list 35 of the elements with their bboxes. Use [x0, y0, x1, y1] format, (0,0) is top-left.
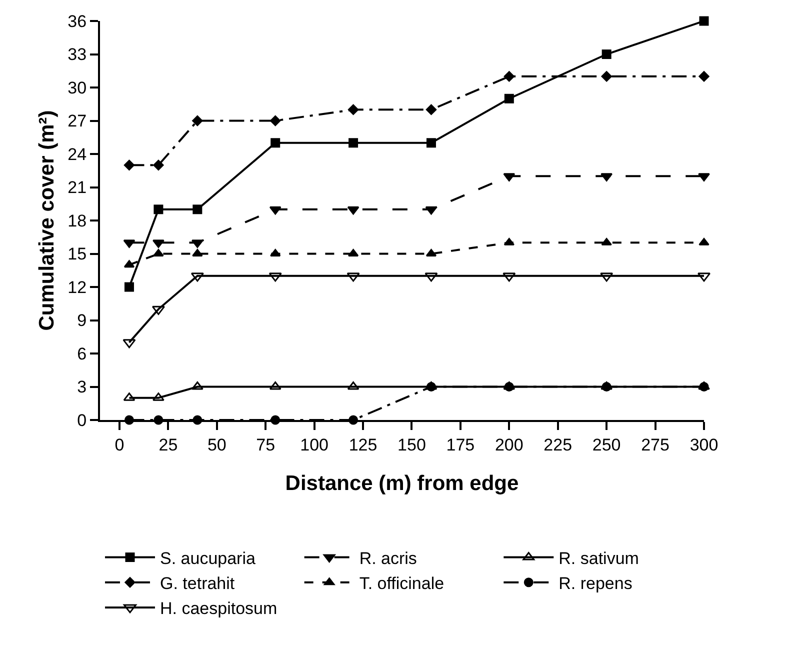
- x-tick-label: 100: [300, 435, 329, 454]
- legend-label: T. officinale: [359, 574, 444, 593]
- x-tick-label: 125: [348, 435, 378, 454]
- x-tick-label: 300: [690, 435, 718, 454]
- x-tick-label: 200: [494, 435, 524, 454]
- y-tick-label: 3: [77, 378, 87, 397]
- y-tick-label: 15: [68, 244, 87, 264]
- y-tick-label: 12: [68, 278, 87, 297]
- y-tick-label: 24: [68, 144, 87, 164]
- x-tick-label: 150: [398, 435, 426, 454]
- y-tick-label: 21: [68, 178, 87, 198]
- legend-label: R. acris: [359, 548, 417, 568]
- legend-label: R. sativum: [558, 548, 639, 568]
- x-tick-label: 175: [446, 435, 475, 454]
- y-axis-title: Cumulative cover (m²): [35, 110, 58, 331]
- x-tick-label: 25: [158, 435, 178, 454]
- y-tick-label: 36: [68, 12, 87, 31]
- y-tick-label: 30: [68, 78, 87, 98]
- legend-label: R. repens: [558, 574, 632, 593]
- legend-label: H. caespitosum: [160, 599, 278, 618]
- x-tick-label: 0: [114, 435, 124, 454]
- x-tick-label: 50: [207, 435, 226, 454]
- x-tick-label: 75: [256, 435, 276, 454]
- legend-label: G. tetrahit: [160, 574, 235, 593]
- y-tick-label: 27: [68, 112, 87, 131]
- x-tick-label: 250: [592, 435, 621, 454]
- y-tick-label: 6: [77, 344, 87, 364]
- x-tick-label: 225: [544, 435, 572, 454]
- x-axis-title: Distance (m) from edge: [285, 472, 519, 496]
- y-tick-label: 9: [77, 311, 87, 330]
- x-tick-label: 275: [641, 435, 670, 454]
- y-tick-label: 33: [68, 45, 87, 64]
- y-tick-label: 18: [68, 211, 87, 230]
- legend-label: S. aucuparia: [160, 548, 256, 568]
- y-tick-label: 0: [77, 410, 87, 430]
